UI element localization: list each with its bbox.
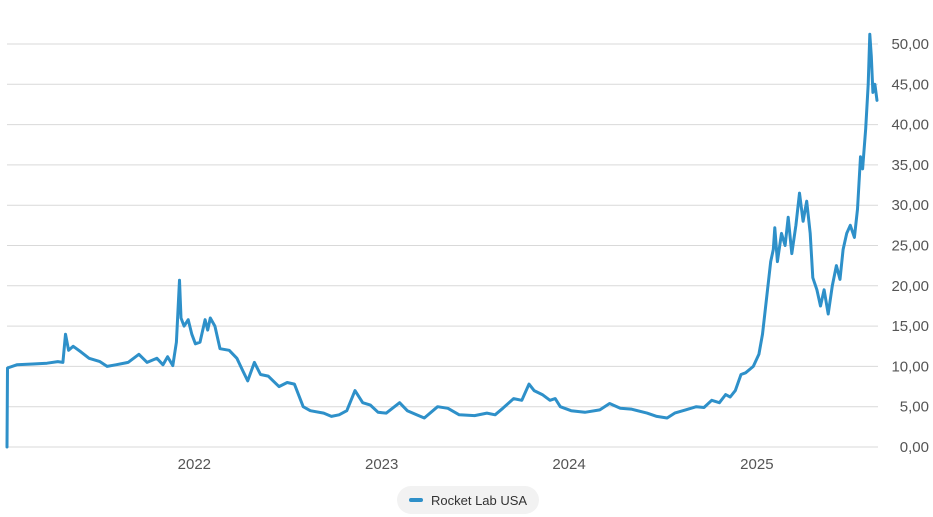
x-axis-ticks: 2022 2023 2024 2025 (178, 456, 774, 473)
y-tick-label: 35,00 (891, 157, 929, 174)
y-tick-label: 0,00 (900, 439, 929, 456)
y-tick-label: 50,00 (891, 36, 929, 53)
legend-swatch (409, 498, 423, 502)
y-tick-label: 15,00 (891, 318, 929, 335)
y-tick-label: 20,00 (891, 278, 929, 295)
y-axis-ticks: 0,00 5,00 10,00 15,00 20,00 25,00 30,00 35,00 40… (891, 36, 929, 456)
x-tick-label: 2023 (365, 456, 398, 473)
y-tick-label: 30,00 (891, 197, 929, 214)
y-tick-label: 40,00 (891, 117, 929, 134)
x-tick-label: 2024 (552, 456, 585, 473)
series-line-rocket-lab-usa (5, 32, 879, 449)
series-group (5, 32, 879, 449)
x-tick-label: 2022 (178, 456, 211, 473)
y-tick-label: 5,00 (900, 399, 929, 416)
legend-label: Rocket Lab USA (431, 492, 528, 508)
gridlines (7, 43, 878, 448)
y-tick-label: 25,00 (891, 238, 929, 255)
y-tick-label: 45,00 (891, 76, 929, 93)
y-tick-label: 10,00 (891, 358, 929, 375)
legend-item-rocket-lab-usa[interactable]: Rocket Lab USA (397, 486, 540, 514)
x-tick-label: 2025 (740, 456, 773, 473)
